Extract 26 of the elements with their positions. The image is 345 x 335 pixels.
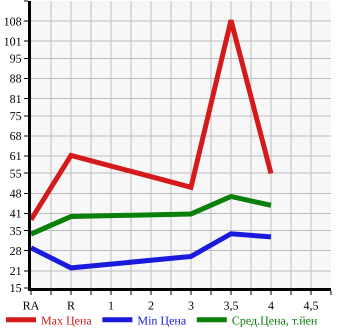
x-tick-label: R xyxy=(66,298,76,312)
y-tick-label: 15 xyxy=(10,281,22,296)
y-tick-label: 68 xyxy=(10,129,22,144)
legend-label: Min Цена xyxy=(137,313,187,328)
y-tick-label: 88 xyxy=(10,72,22,86)
x-tick-label: RA xyxy=(22,298,40,312)
x-tick-label: 4 xyxy=(268,298,274,312)
y-tick-label: 48 xyxy=(10,186,22,200)
y-tick-label: 75 xyxy=(10,109,22,123)
y-tick-label: 28 xyxy=(10,244,22,258)
y-tick-label: 55 xyxy=(10,166,22,180)
y-tick-label: 35 xyxy=(10,224,22,238)
legend-label: Max Цена xyxy=(41,313,92,328)
x-tick-label: 1 xyxy=(108,298,114,312)
y-tick-label: 61 xyxy=(10,149,22,164)
y-tick-label: 81 xyxy=(10,92,22,106)
x-tick-label: 3 xyxy=(188,298,194,312)
y-tick-label: 108 xyxy=(4,14,22,28)
x-tick-label: 3,5 xyxy=(224,298,238,312)
y-tick-label: 95 xyxy=(10,52,22,66)
x-tick-label: 4,5 xyxy=(304,298,318,312)
x-tick-label: 2 xyxy=(148,298,154,312)
y-tick-label: 21 xyxy=(10,264,22,278)
y-tick-label: 101 xyxy=(4,34,22,48)
y-tick-label: 41 xyxy=(10,206,22,221)
legend-label: Сред.Цена, т.йен xyxy=(232,313,318,328)
